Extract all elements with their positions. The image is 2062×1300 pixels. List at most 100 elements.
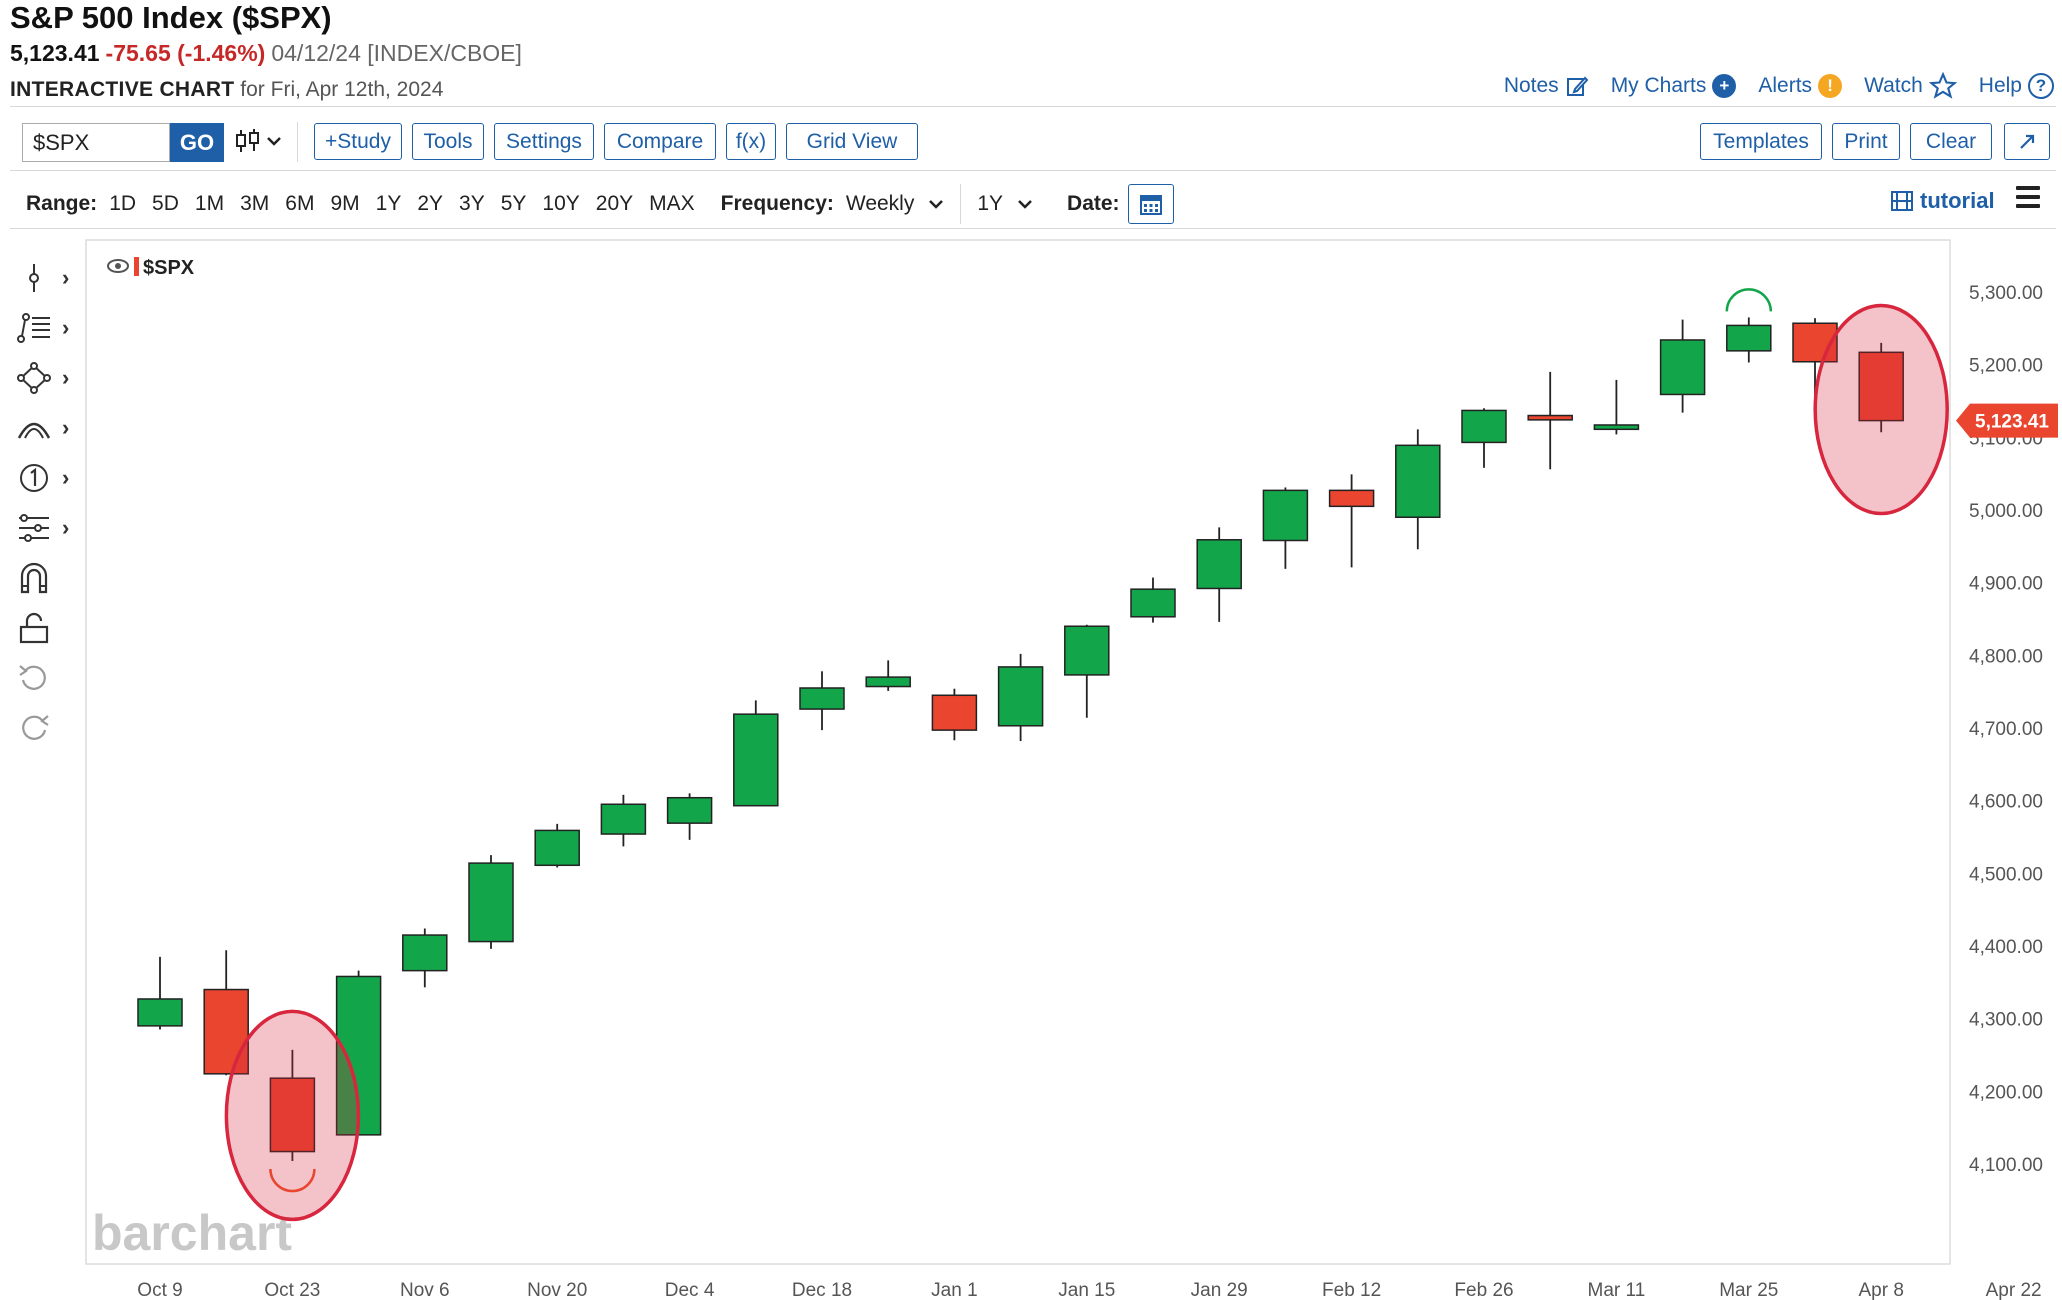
alert-icon: ! xyxy=(1818,74,1843,98)
toolbar-divider xyxy=(297,122,298,162)
redo-tool[interactable] xyxy=(16,712,52,744)
arc-tool[interactable]: › xyxy=(16,412,69,444)
range-option[interactable]: 3M xyxy=(240,192,270,215)
candle-up[interactable] xyxy=(1196,527,1242,622)
shapes-icon xyxy=(17,362,51,394)
x-tick-label: Dec 4 xyxy=(665,1280,715,1300)
candle-up[interactable] xyxy=(468,855,514,949)
candle-down[interactable] xyxy=(931,688,978,741)
add-study-button[interactable]: +Study xyxy=(314,123,402,160)
y-tick-label: 4,700.00 xyxy=(1969,719,2043,740)
grid-view-button[interactable]: Grid View xyxy=(786,123,918,160)
candle-body xyxy=(1858,351,1904,422)
candle-body xyxy=(600,803,647,835)
candle-down[interactable] xyxy=(203,950,249,1076)
x-tick-label: Apr 8 xyxy=(1858,1280,1903,1300)
watch-link[interactable]: Watch xyxy=(1864,72,1957,100)
my-charts-link[interactable]: My Charts + xyxy=(1611,72,1737,100)
fibonacci-tool[interactable]: › xyxy=(16,312,69,344)
go-button[interactable]: GO xyxy=(170,123,224,162)
range-option[interactable]: 1Y xyxy=(375,192,402,215)
shapes-tool[interactable]: › xyxy=(16,362,69,394)
candle-body xyxy=(666,796,713,824)
watch-label: Watch xyxy=(1864,74,1923,97)
menu-icon[interactable] xyxy=(2016,186,2040,213)
date-picker-button[interactable] xyxy=(1127,184,1174,224)
candle-body xyxy=(1593,424,1640,431)
range-option[interactable]: 5D xyxy=(152,192,179,215)
notes-label: Notes xyxy=(1503,74,1559,97)
range-option[interactable]: 3Y xyxy=(459,192,485,215)
candle-up[interactable] xyxy=(666,793,713,840)
series-legend[interactable]: $SPX xyxy=(107,257,195,279)
swing-low-marker xyxy=(269,1168,316,1193)
tools-button[interactable]: Tools xyxy=(412,123,484,160)
range-option[interactable]: MAX xyxy=(649,192,695,215)
range-option[interactable]: 9M xyxy=(330,192,360,215)
candle-body xyxy=(799,687,845,710)
expand-button[interactable] xyxy=(2004,123,2050,160)
y-tick-label: 4,800.00 xyxy=(1969,646,2043,667)
plus-circle-icon: + xyxy=(1712,74,1737,98)
candle-down[interactable] xyxy=(1328,474,1375,568)
x-tick-label: Apr 22 xyxy=(1986,1280,2042,1300)
lock-tool[interactable] xyxy=(16,612,52,644)
candle-up[interactable] xyxy=(1395,429,1441,550)
chart-type-dropdown[interactable] xyxy=(234,127,282,155)
candle-up[interactable] xyxy=(799,671,845,731)
candle-up[interactable] xyxy=(1726,317,1772,363)
rangebar-divider xyxy=(10,228,2056,229)
high-highlight-circle xyxy=(1813,303,1949,516)
measure-tool[interactable]: › xyxy=(16,512,69,544)
range-option[interactable]: 1M xyxy=(194,192,225,215)
candle-up[interactable] xyxy=(402,928,448,988)
expand-icon xyxy=(2020,134,2035,149)
range-option[interactable]: 2Y xyxy=(417,192,444,215)
templates-button[interactable]: Templates xyxy=(1700,123,1822,160)
compare-button[interactable]: Compare xyxy=(604,123,716,160)
candle-up[interactable] xyxy=(733,700,779,807)
y-tick-label: 5,200.00 xyxy=(1969,356,2043,377)
settings-button[interactable]: Settings xyxy=(494,123,594,160)
candle-down[interactable] xyxy=(1858,342,1904,433)
annotation-tool[interactable]: › xyxy=(16,462,69,494)
help-link[interactable]: Help ? xyxy=(1979,72,2054,100)
chart-plot-area xyxy=(85,239,1951,1265)
clear-button[interactable]: Clear xyxy=(1910,123,1992,160)
notes-link[interactable]: Notes xyxy=(1504,72,1589,100)
x-tick-label: Oct 9 xyxy=(137,1280,182,1300)
x-tick-label: Mar 11 xyxy=(1588,1280,1646,1300)
candle-up[interactable] xyxy=(1461,408,1507,468)
interactive-chart-subtitle: INTERACTIVE CHART for Fri, Apr 12th, 202… xyxy=(10,78,443,102)
candle-up[interactable] xyxy=(1130,577,1176,623)
print-button[interactable]: Print xyxy=(1832,123,1900,160)
candle-down[interactable] xyxy=(1527,371,1573,470)
candle-up[interactable] xyxy=(600,794,647,847)
undo-tool[interactable] xyxy=(16,662,52,694)
candle-up[interactable] xyxy=(1593,379,1640,435)
candle-up[interactable] xyxy=(1659,319,1706,413)
candle-up[interactable] xyxy=(534,823,580,868)
range-option[interactable]: 5Y xyxy=(500,192,527,215)
candle-up[interactable] xyxy=(137,956,183,1030)
range-option[interactable]: 6M xyxy=(285,192,315,215)
candle-up[interactable] xyxy=(865,660,911,691)
alerts-link[interactable]: Alerts ! xyxy=(1758,72,1843,100)
range-option[interactable]: 20Y xyxy=(595,192,634,215)
candle-up[interactable] xyxy=(1262,487,1309,569)
function-button[interactable]: f(x) xyxy=(726,123,776,160)
tutorial-link[interactable]: tutorial xyxy=(1890,188,1995,214)
candle-up[interactable] xyxy=(997,653,1044,742)
symbol-input[interactable] xyxy=(22,123,170,162)
magnet-tool[interactable] xyxy=(16,562,52,594)
range-option[interactable]: 1D xyxy=(109,192,137,215)
eye-icon[interactable] xyxy=(107,259,129,273)
period-select[interactable]: 1Y xyxy=(977,192,1033,216)
candle-down[interactable] xyxy=(269,1049,316,1162)
range-option[interactable]: 10Y xyxy=(542,192,580,215)
crosshair-tool[interactable]: › xyxy=(16,262,69,294)
chevron-right-icon: › xyxy=(62,315,70,340)
candle-up[interactable] xyxy=(1064,624,1110,718)
frequency-select[interactable]: Weekly xyxy=(846,192,944,216)
